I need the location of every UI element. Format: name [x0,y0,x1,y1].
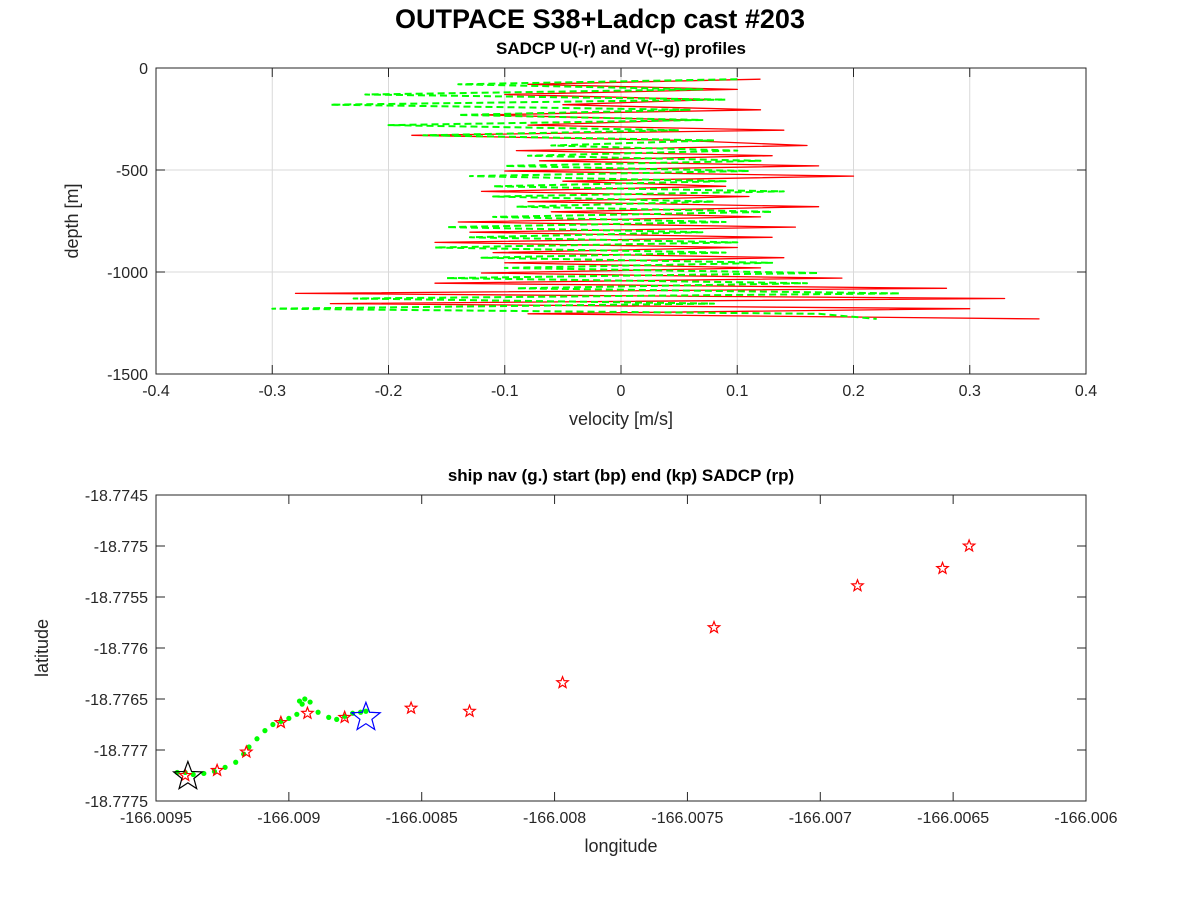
x-tick-label: -166.009 [257,810,320,827]
nav-point [302,696,308,702]
y-tick-label: -18.776 [94,641,148,658]
x-tick-label: -0.3 [258,383,286,400]
nav-point [233,759,239,765]
profile-axes: -0.4 -0.3 -0.2 -0.1 0 0.1 0.2 0.3 0.4 0 -500 -1000 -… [62,39,1097,429]
profile-y-axis-label: depth [m] [62,183,82,258]
y-tick-label: -18.7765 [85,692,148,709]
x-tick-label: -0.1 [491,383,519,400]
sadcp-point [239,744,254,759]
x-tick-label: 0 [617,383,626,400]
y-tick-label: -18.7775 [85,794,148,811]
profile-title: SADCP U(-r) and V(--g) profiles [496,39,746,58]
x-tick-label: -166.008 [523,810,586,827]
sadcp-point [555,674,570,689]
start-point-marker [350,700,382,731]
sadcp-point [177,767,193,782]
sadcp-point [706,619,722,634]
nav-axes: -166.0095 -166.009 -166.0085 -166.008 -166.0… [32,466,1118,856]
y-tick-label: -18.777 [94,743,148,760]
nav-point [286,715,292,721]
x-tick-label: -166.0075 [651,810,723,827]
x-tick-label: 0.3 [959,383,981,400]
figure-title: OUTPACE S38+Ladcp cast #203 [395,4,805,34]
nav-plot-area [156,495,1086,801]
x-tick-label: -166.007 [789,810,852,827]
nav-point [270,721,276,728]
nav-point [326,714,332,720]
nav-point [262,728,268,734]
x-tick-label: -166.0085 [386,810,458,827]
y-tick-label: -1000 [107,265,148,282]
sadcp-point [337,709,352,724]
x-tick-label: -0.4 [142,383,170,400]
y-tick-label: -500 [116,163,148,180]
sadcp-point [850,578,865,593]
nav-point [334,716,340,723]
x-tick-label: 0.1 [726,383,748,400]
nav-title: ship nav (g.) start (bp) end (kp) SADCP … [448,466,794,485]
x-tick-label: -0.2 [375,383,403,400]
y-tick-label: 0 [139,61,148,78]
x-tick-label: -166.006 [1054,810,1117,827]
nav-ticks: -166.0095 -166.009 -166.0085 -166.008 -166.0… [85,488,1118,827]
profile-series [271,78,1040,320]
nav-point [296,698,303,704]
end-point-marker [171,759,204,791]
u-profile-line [294,78,1040,320]
nav-point [307,699,313,705]
y-tick-label: -18.7745 [85,488,148,505]
sadcp-point [300,705,315,720]
nav-point [363,708,369,714]
y-tick-label: -18.7755 [85,590,148,607]
nav-point [222,764,228,770]
x-tick-label: -166.0095 [120,810,192,827]
nav-x-axis-label: longitude [584,836,657,856]
x-tick-label: 0.2 [842,383,864,400]
sadcp-point [935,560,950,575]
x-tick-label: -166.0065 [917,810,989,827]
sadcp-point [961,538,977,553]
nav-point [190,771,196,778]
sadcp-point [209,762,225,777]
v-profile-line [271,78,901,320]
profile-grid [156,68,1086,374]
nav-point [294,711,300,717]
sadcp-point [403,700,419,715]
profile-x-axis-label: velocity [m/s] [569,409,673,429]
nav-series [171,538,977,791]
y-tick-label: -18.775 [94,539,148,556]
nav-y-axis-label: latitude [32,619,52,677]
sadcp-point [273,714,289,729]
profile-ticks: -0.4 -0.3 -0.2 -0.1 0 0.1 0.2 0.3 0.4 0 -500 -1000 -… [107,61,1097,400]
nav-point [315,709,321,715]
nav-point [254,736,260,742]
y-tick-label: -1500 [107,367,148,384]
x-tick-label: 0.4 [1075,383,1097,400]
sadcp-point [462,703,477,718]
